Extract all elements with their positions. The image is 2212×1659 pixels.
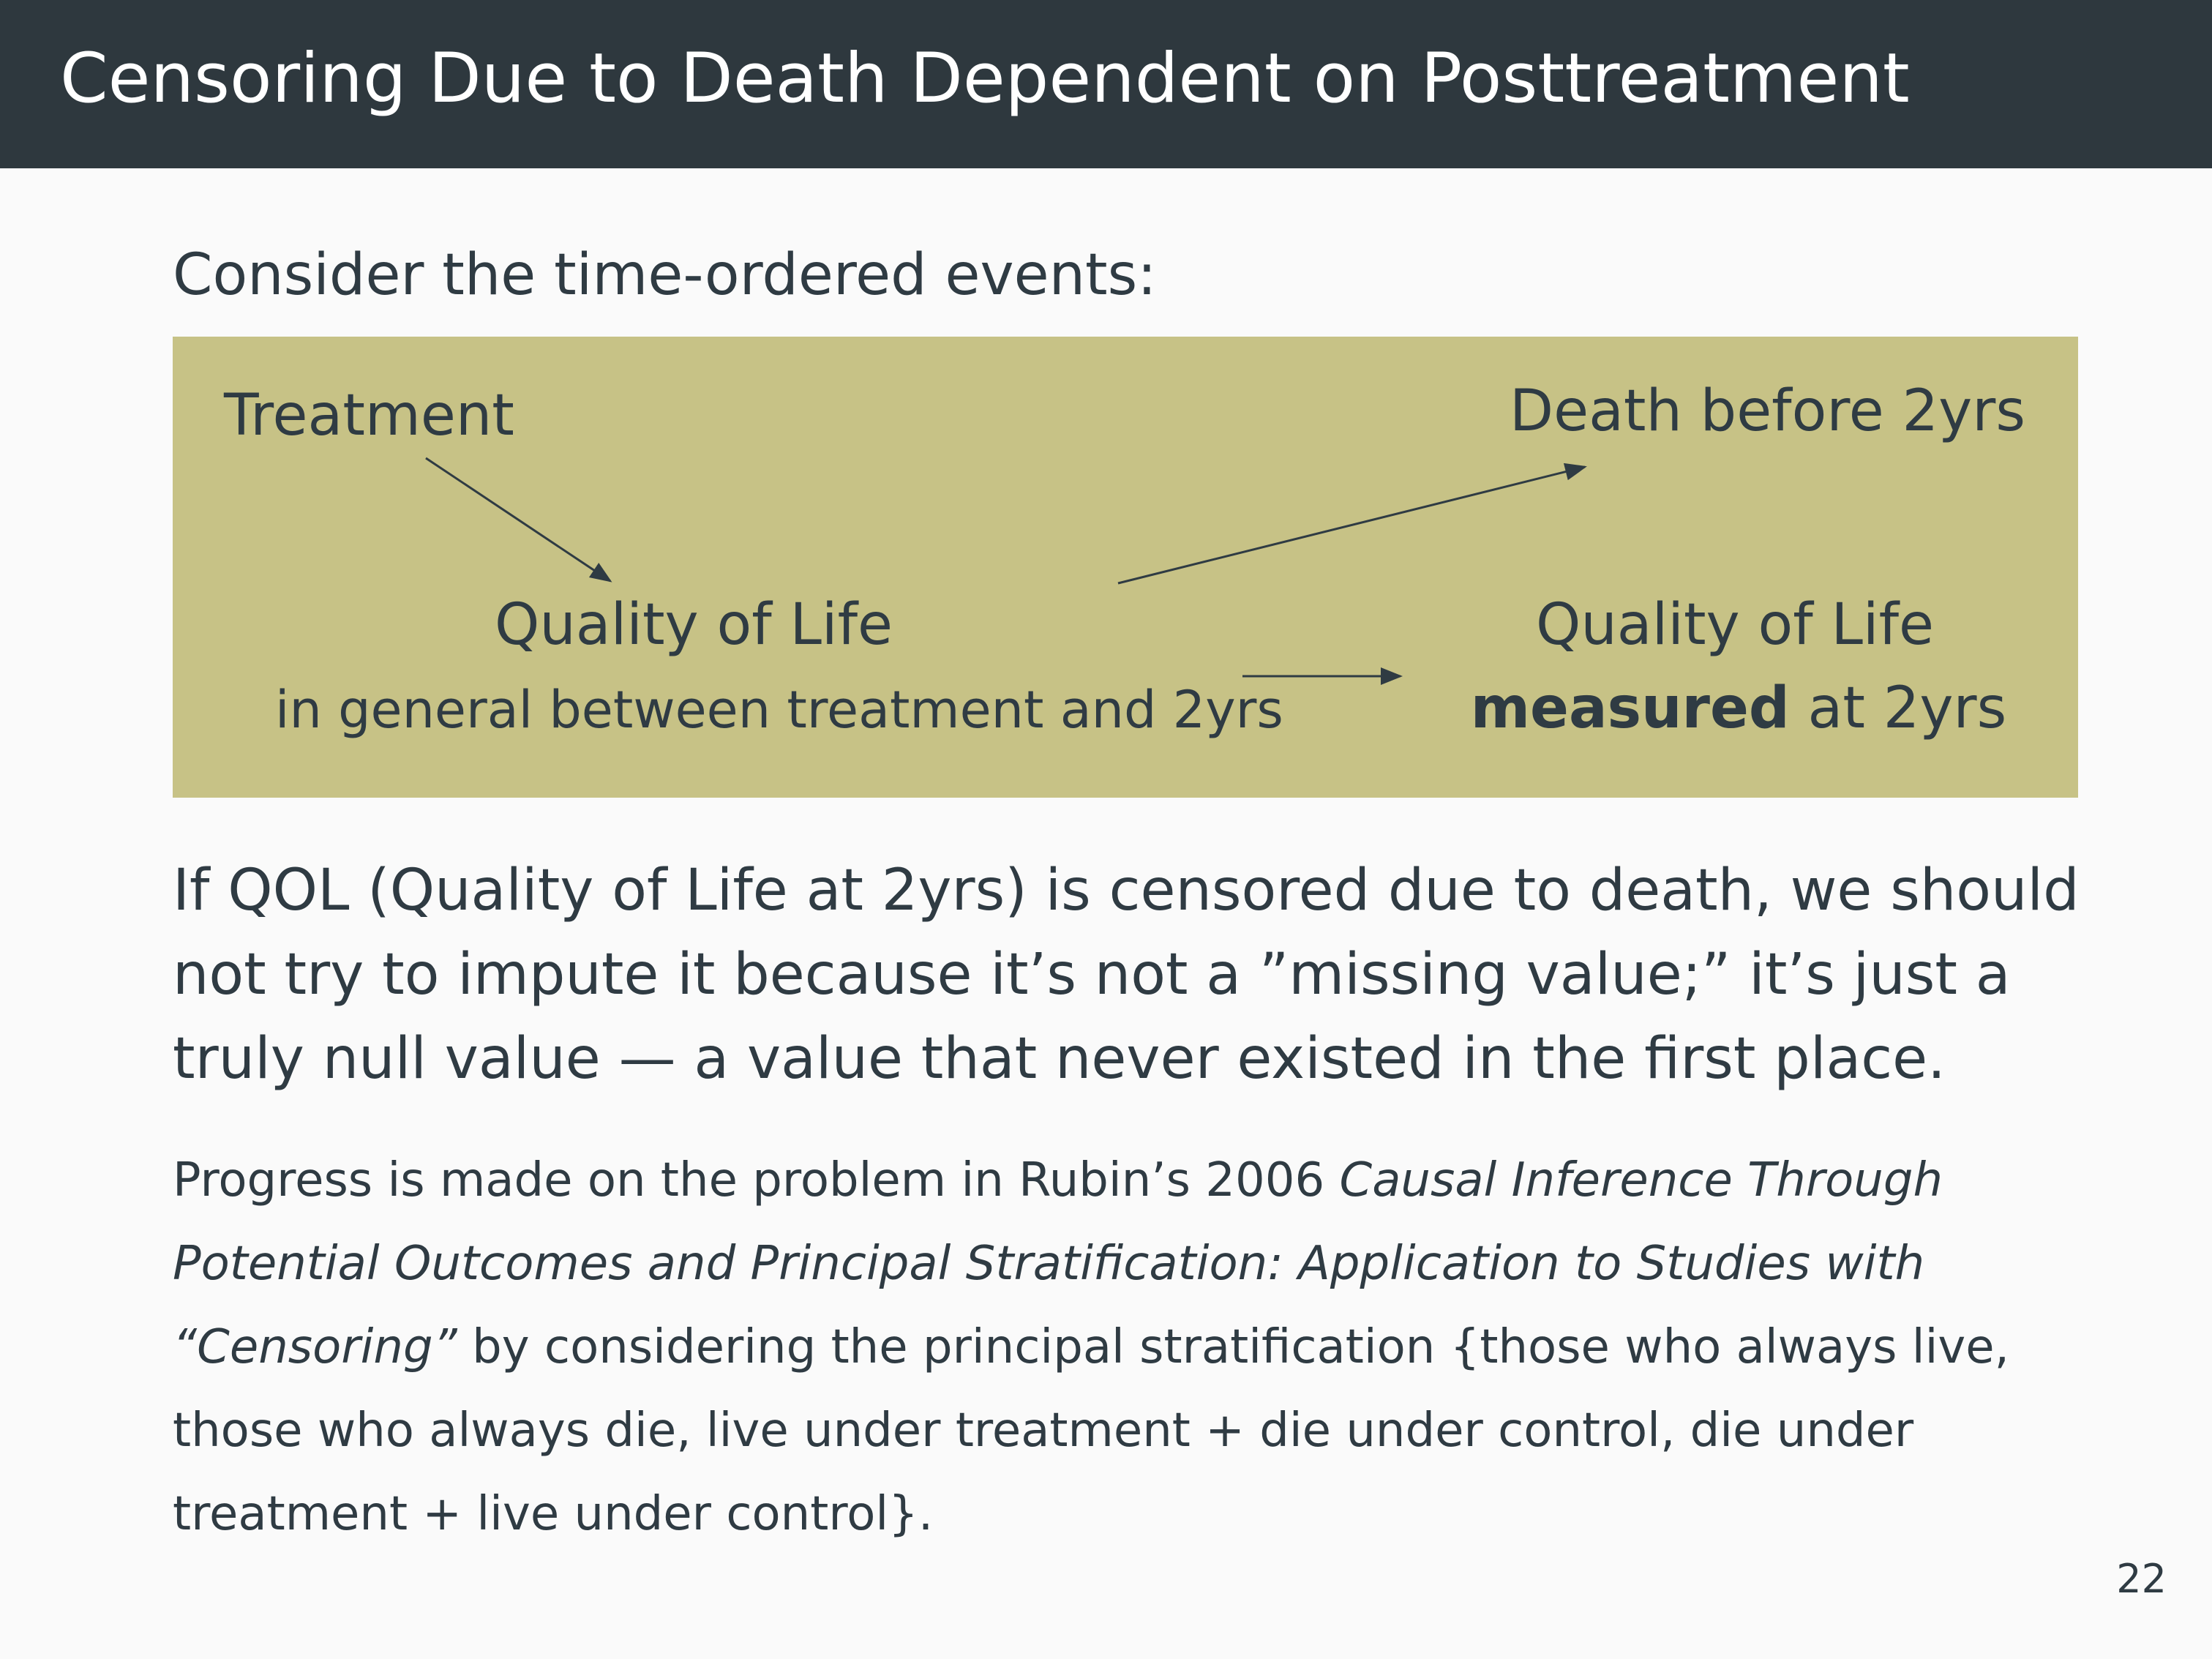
citation-title: Causal Inference Through Potential Outco… <box>173 1153 1943 1374</box>
paragraph-rubin-lead: Progress is made on the problem in Rubin… <box>173 1153 1340 1207</box>
node-qol-general-sub: in general between treatment and 2yrs <box>275 680 1283 740</box>
node-treatment: Treatment <box>224 383 514 449</box>
node-qol-measured: Quality of Life <box>1535 592 1935 658</box>
paragraph-rubin-tail: by considering the principal stratificat… <box>173 1320 2009 1541</box>
node-qol-general: Quality of Life <box>494 592 893 658</box>
paragraph-censoring: If QOL (Quality of Life at 2yrs) is cens… <box>173 858 2080 1092</box>
measured-rest-text: at 2yrs <box>1789 675 2007 741</box>
causal-diagram: Treatment Death before 2yrs Quality of L… <box>173 337 2078 798</box>
intro-text: Consider the time-ordered events: <box>173 242 1157 308</box>
diagram-arrows <box>425 457 1587 685</box>
arrow-qol-to-death <box>1117 463 1587 585</box>
title-bar: Censoring Due to Death Dependent on Post… <box>0 0 2212 168</box>
arrow-treatment-to-qol <box>425 457 612 583</box>
node-death: Death before 2yrs <box>1510 378 2025 444</box>
page-number: 22 <box>2116 1556 2167 1602</box>
node-qol-measured-sub: measured at 2yrs <box>1351 675 2126 744</box>
slide-title: Censoring Due to Death Dependent on Post… <box>60 39 1910 119</box>
paragraph-rubin: Progress is made on the problem in Rubin… <box>173 1139 2090 1556</box>
measured-bold-text: measured <box>1470 675 1790 741</box>
